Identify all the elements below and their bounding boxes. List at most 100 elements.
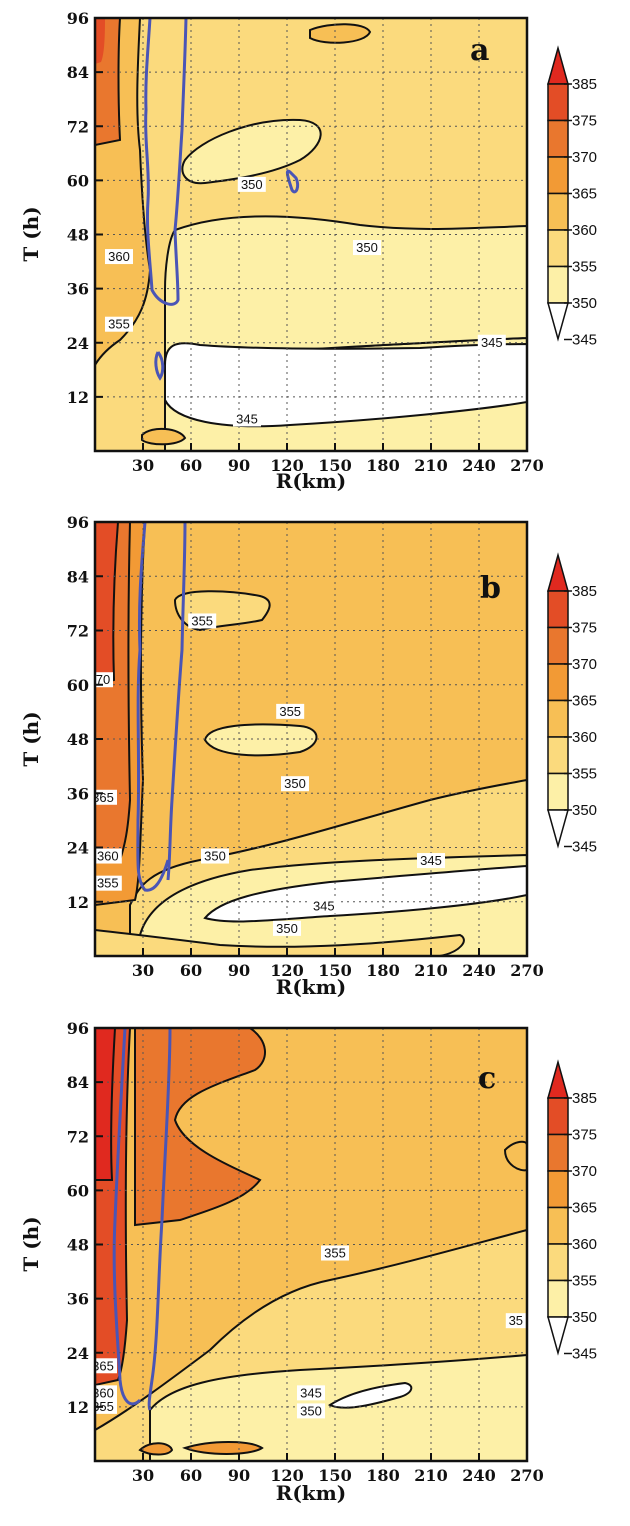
colorbar-bottom-triangle	[547, 1316, 569, 1356]
contour-label-bg	[95, 848, 122, 864]
colorbar-top-triangle	[547, 1059, 569, 1099]
x-tick-label: 120	[270, 1466, 303, 1485]
panel-a-rmw-blob	[154, 351, 165, 381]
panel-c-x-ticks: 30 60 90 120 150 180 210 240 270	[132, 1453, 544, 1485]
y-tick-label: 24	[67, 334, 89, 353]
contour-label-bg	[297, 1385, 325, 1401]
contour-label-bg	[273, 920, 301, 936]
contour-label-bg	[297, 1403, 325, 1419]
y-tick-label: 72	[67, 622, 89, 641]
panel-c-letter: c	[478, 1061, 496, 1096]
contour-label: 70	[96, 672, 110, 687]
x-tick-label: 90	[228, 961, 250, 980]
contour-label: 35	[509, 1313, 523, 1328]
panel-c-y-ticks: 12 24 36 48 60 72 84 96	[67, 1019, 103, 1417]
panel-b-letter: b	[480, 571, 501, 606]
contour-label: 355	[279, 704, 301, 719]
colorbar-label: 350	[572, 1309, 597, 1326]
x-tick-label: 210	[414, 1466, 447, 1485]
colorbar-label: 375	[572, 113, 597, 130]
panel-b-region-low-bottom	[95, 928, 465, 956]
contour-label: 365	[92, 1358, 114, 1373]
contour-label-bg	[505, 1313, 526, 1329]
colorbar-label: 360	[572, 729, 597, 746]
contour-label: 345	[420, 853, 442, 868]
colorbar-segment	[547, 119, 569, 158]
colorbar-bottom-triangle	[547, 809, 569, 849]
panel-b-rmw-outer	[166, 522, 187, 881]
contour-label-bg	[105, 316, 133, 332]
y-tick-label: 60	[67, 1181, 89, 1200]
contour-label-bg	[95, 672, 113, 688]
colorbar-label: 385	[572, 583, 597, 600]
x-tick-label: 60	[180, 456, 202, 475]
panel-c-x-title: R(km)	[276, 1481, 347, 1505]
x-tick-label: 60	[180, 1466, 202, 1485]
x-tick-label: 210	[414, 456, 447, 475]
colorbar-segment	[547, 265, 569, 304]
y-tick-label: 84	[67, 63, 89, 82]
contour-label-bg	[477, 334, 506, 350]
colorbar-label: 355	[572, 259, 597, 276]
colorbar-segment	[547, 83, 569, 122]
x-tick-label: 150	[318, 961, 351, 980]
y-tick-label: 12	[67, 388, 89, 407]
colorbar-a: 385 375 370 365 360 355 350 345	[547, 45, 597, 349]
contour-label-bg	[281, 776, 309, 792]
panel-b-x-ticks: 30 60 90 120 150 180 210 240 270	[132, 948, 544, 980]
panel-b-rmw-inner	[136, 522, 170, 892]
y-tick-label: 48	[67, 1236, 89, 1255]
colorbar-segment	[547, 736, 569, 775]
panel-a-region-365-370	[95, 18, 105, 64]
colorbar-label: 385	[572, 76, 597, 93]
colorbar-b: 385 375 370 365 360 355 350 345	[547, 552, 597, 856]
colorbar-label: 350	[572, 802, 597, 819]
x-tick-label: 120	[270, 961, 303, 980]
colorbar-label: 370	[572, 1163, 597, 1180]
colorbar-segment	[547, 1097, 569, 1136]
y-tick-label: 60	[67, 171, 89, 190]
colorbar-label: 345	[572, 839, 597, 856]
colorbar-label: 355	[572, 1273, 597, 1290]
x-tick-label: 150	[318, 456, 351, 475]
x-tick-label: 30	[132, 1466, 154, 1485]
contour-label-bg	[95, 1358, 117, 1374]
panel-a-rmw-outer	[285, 169, 300, 194]
contour-label: 350	[300, 1403, 322, 1418]
contour-label-bg	[353, 240, 381, 256]
y-tick-label: 72	[67, 1127, 89, 1146]
y-tick-label: 96	[67, 513, 89, 532]
x-tick-label: 30	[132, 961, 154, 980]
colorbar-segment	[547, 699, 569, 738]
panel-c-blob-right	[503, 1140, 527, 1172]
contour-label-bg	[309, 898, 338, 914]
panel-a-small-blob-bottom	[141, 427, 187, 446]
y-tick-label: 96	[67, 9, 89, 28]
colorbar-segment	[547, 1170, 569, 1209]
colorbar-top-triangle	[547, 552, 569, 592]
panel-b-region-370-375	[95, 522, 120, 687]
colorbar-label: 385	[572, 1090, 597, 1107]
colorbar-segment	[547, 663, 569, 702]
colorbar-label: 365	[572, 1200, 597, 1217]
contour-label-bg	[233, 411, 261, 427]
panel-c-blob-bottom-b	[182, 1441, 264, 1455]
colorbar-label: 355	[572, 766, 597, 783]
colorbar-segment	[547, 156, 569, 195]
panel-a-letter: a	[470, 33, 489, 68]
contour-label: 350	[204, 849, 226, 864]
colorbar-segment	[547, 590, 569, 629]
colorbar-segment	[547, 192, 569, 231]
panel-c-rmw-inner	[112, 1028, 142, 1406]
y-tick-label: 36	[67, 280, 89, 299]
panel-b-region-345	[203, 864, 527, 923]
y-tick-label: 12	[67, 893, 89, 912]
panel-a: 350 350 360 355 345 345 a 30 60 90 120 150 180 210 2…	[19, 9, 544, 493]
x-tick-label: 210	[414, 961, 447, 980]
x-tick-label: 180	[366, 961, 399, 980]
contour-label: 355	[324, 1246, 346, 1261]
x-tick-label: 60	[180, 961, 202, 980]
